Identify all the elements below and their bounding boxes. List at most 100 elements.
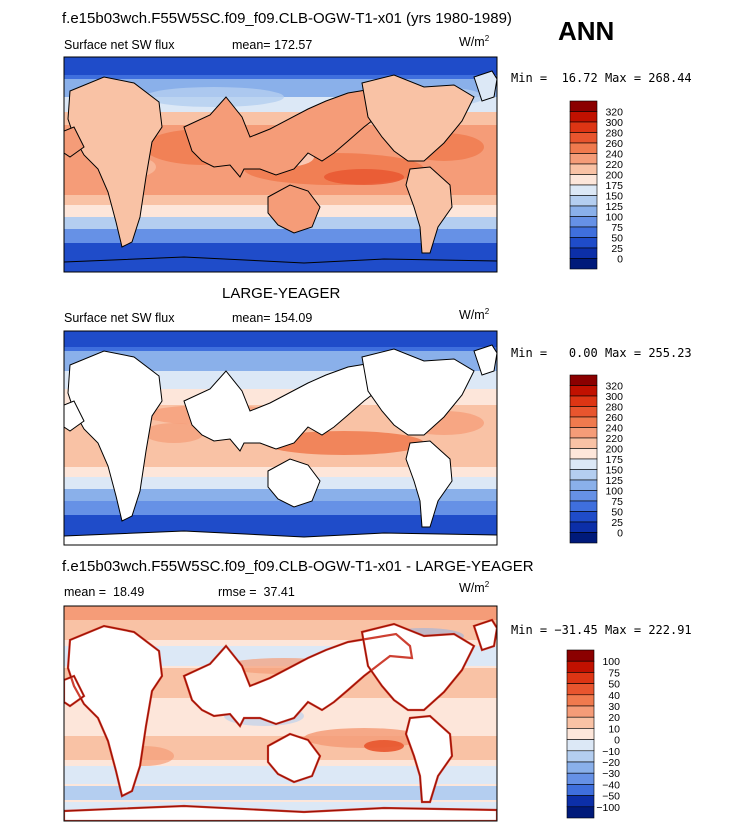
colorbar-tick-label: 50	[611, 507, 623, 519]
colorbar-tick-label: 10	[608, 723, 620, 735]
panel2-max-value: 255.23	[648, 346, 692, 360]
colorbar-tick-label: 75	[611, 222, 623, 234]
colorbar-swatch	[566, 806, 595, 819]
colorbar-swatch	[569, 247, 598, 259]
colorbar-swatch	[569, 532, 598, 544]
season-label: ANN	[558, 16, 615, 46]
colorbar-swatch	[569, 458, 598, 470]
panel2-minmax: Min = 0.00 Max = 255.23	[511, 346, 692, 360]
colorbar-tick-label: −30	[602, 768, 620, 780]
colorbar-swatch	[569, 521, 598, 533]
colorbar-swatch	[569, 416, 598, 428]
colorbar-swatch	[569, 216, 598, 228]
colorbar-swatch	[566, 660, 595, 673]
colorbar-tick-label: 175	[605, 180, 623, 192]
panel2-units: W/m2	[459, 307, 490, 323]
panel2-mean-label: mean= 154.09	[232, 311, 313, 325]
colorbar-tick-label: 280	[605, 128, 623, 140]
colorbar-swatch	[569, 226, 598, 238]
panel3-units: W/m2	[459, 580, 490, 596]
colorbar-tick-label: 260	[605, 138, 623, 150]
colorbar-tick-label: 260	[605, 412, 623, 424]
colorbar-tick-label: 125	[605, 475, 623, 487]
colorbar-tick-label: 150	[605, 465, 623, 477]
colorbar-swatch	[566, 649, 595, 662]
panel3-mean-label: mean = 18.49	[64, 585, 145, 599]
panel2-map	[64, 331, 497, 545]
colorbar-tick-label: 50	[608, 679, 620, 691]
colorbar-swatch	[566, 683, 595, 696]
colorbar-tick-label: −50	[602, 791, 620, 803]
panel1-max-value: 268.44	[648, 71, 692, 85]
colorbar-swatch	[566, 739, 595, 752]
land-colored	[64, 70, 497, 272]
colorbar-tick-label: 25	[611, 243, 623, 255]
colorbar-tick-label: 0	[617, 254, 623, 266]
colorbar-swatch	[569, 142, 598, 154]
colorbar-tick-label: 175	[605, 454, 623, 466]
colorbar-swatch	[569, 479, 598, 491]
panel2-model-title: LARGE-YEAGER	[222, 285, 341, 302]
colorbar-tick-label: 240	[605, 149, 623, 161]
colorbar-swatch	[569, 163, 598, 175]
colorbar-swatch	[569, 511, 598, 523]
colorbar-swatch	[569, 258, 598, 270]
colorbar-swatch	[566, 728, 595, 740]
colorbar-swatch	[569, 469, 598, 481]
colorbar-swatch	[569, 237, 598, 249]
panel2-mean-value: 154.09	[274, 311, 313, 325]
colorbar-tick-label: 300	[605, 391, 623, 403]
colorbar-tick-label: −100	[596, 802, 620, 814]
panel3-rmse-label: rmse = 37.41	[218, 585, 295, 599]
panel3-max-value: 222.91	[648, 623, 692, 637]
colorbar-swatch	[569, 437, 598, 449]
colorbar-swatch	[566, 694, 595, 707]
panel3-diff-title: f.e15b03wch.F55W5SC.f09_f09.CLB-OGW-T1-x…	[62, 558, 534, 575]
colorbar-tick-label: 200	[605, 444, 623, 456]
colorbar-tick-label: 320	[605, 381, 623, 393]
colorbar-tick-label: 300	[605, 117, 623, 129]
colorbar-swatch	[569, 132, 598, 144]
panel1-map	[64, 57, 497, 272]
colorbar-swatch	[566, 772, 595, 785]
panel3-map-frame	[63, 605, 498, 822]
panel1-field-label: Surface net SW flux	[64, 38, 175, 52]
colorbar-swatch	[569, 490, 598, 502]
colorbar-tick-label: 75	[611, 496, 623, 508]
panel1-minmax: Min = 16.72 Max = 268.44	[511, 71, 692, 85]
colorbar-tick-label: 125	[605, 201, 623, 213]
panel2-min-value: 0.00	[568, 346, 598, 360]
colorbar-tick-label: −40	[602, 779, 620, 791]
colorbar-tick-label: −10	[602, 746, 620, 758]
colorbar-tick-label: 150	[605, 191, 623, 203]
colorbar-swatch	[566, 795, 595, 808]
colorbar-tick-label: 200	[605, 170, 623, 182]
colorbar-tick-label: 100	[605, 212, 623, 224]
colorbar-swatch	[569, 195, 598, 207]
colorbar-swatch	[569, 184, 598, 196]
colorbar-tick-label: 75	[608, 667, 620, 679]
colorbar-tick-label: 25	[611, 517, 623, 529]
panel1-mean-value: 172.57	[274, 38, 313, 52]
colorbar-swatch	[569, 385, 598, 397]
colorbar-tick-label: 50	[611, 233, 623, 245]
colorbar-swatch	[569, 406, 598, 418]
colorbar-swatch	[566, 705, 595, 718]
colorbar-swatch	[569, 395, 598, 407]
colorbar-tick-label: 220	[605, 159, 623, 171]
panel2-map-frame	[63, 330, 498, 546]
colorbar-tick-label: 100	[602, 656, 620, 668]
colorbar-swatch	[569, 153, 598, 165]
colorbar-tick-label: 240	[605, 423, 623, 435]
colorbar-tick-label: 100	[605, 486, 623, 498]
colorbar-swatch	[569, 111, 598, 123]
colorbar-tick-label: −20	[602, 757, 620, 769]
panel2-field-label: Surface net SW flux	[64, 311, 175, 325]
panel1-mean-label: mean= 172.57	[232, 38, 313, 52]
panel3-map	[64, 606, 497, 821]
colorbar-tick-label: 280	[605, 402, 623, 414]
panel3-minmax: Min = −31.45 Max = 222.91	[511, 623, 692, 637]
